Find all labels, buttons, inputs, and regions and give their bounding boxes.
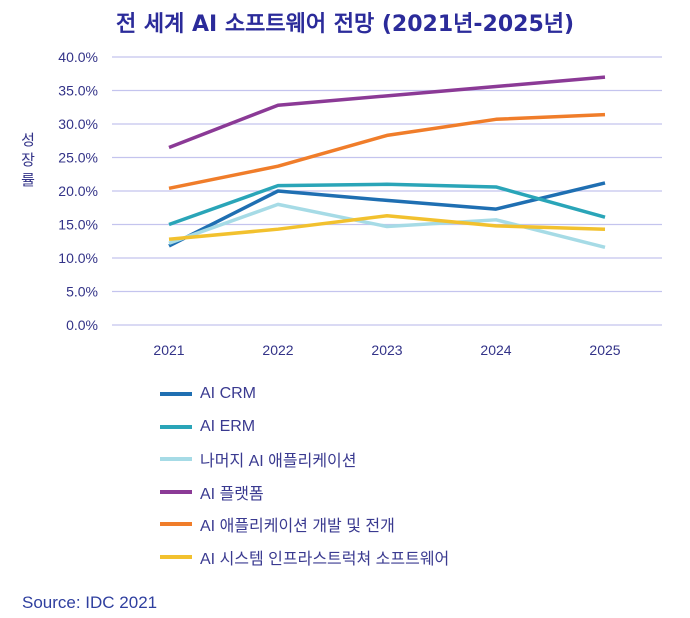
legend-swatch xyxy=(160,457,192,462)
legend-item: 나머지 AI 애플리케이션 xyxy=(160,443,449,476)
series-line-3 xyxy=(168,75,606,150)
legend-label: 나머지 AI 애플리케이션 xyxy=(200,453,357,471)
x-tick-label: 2022 xyxy=(262,342,293,358)
legend-label: AI 플랫폼 xyxy=(200,485,264,503)
legend-label: AI CRM xyxy=(200,385,256,403)
y-tick-label: 20.0% xyxy=(58,183,98,199)
source-note: Source: IDC 2021 xyxy=(22,593,158,612)
series-line-4 xyxy=(168,112,606,191)
legend-swatch xyxy=(160,489,192,494)
x-tick-label: 2025 xyxy=(589,342,620,358)
legend-label: AI 시스템 인프라스트럭쳐 소프트웨어 xyxy=(200,550,450,568)
line-chart: 0.0% 5.0% 10.0% 15.0% 20.0% 25.0% 30.0% 35.0% 40… xyxy=(58,49,662,358)
y-tick-label: 40.0% xyxy=(58,49,98,65)
legend: AI CRM AI ERM 나머지 AI 애플리케이션 AI 플랫폼 AI 애플리케이션… xyxy=(160,378,449,573)
legend-item: AI 애플리케이션 개발 및 전개 xyxy=(160,508,449,541)
legend-item: AI 플랫폼 xyxy=(160,476,449,509)
series-line-1 xyxy=(168,182,606,227)
y-tick-label: 25.0% xyxy=(58,150,98,166)
series-line-0 xyxy=(168,181,606,248)
y-tick-label: 15.0% xyxy=(58,217,98,233)
y-tick-label: 30.0% xyxy=(58,116,98,132)
y-tick-label: 0.0% xyxy=(66,317,98,333)
x-tick-label: 2023 xyxy=(371,342,402,358)
chart-title: 전 세계 AI 소프트웨어 전망 (2021년-2025년) xyxy=(115,12,575,37)
legend-swatch xyxy=(160,554,192,559)
legend-swatch xyxy=(160,522,192,527)
legend-item: AI CRM xyxy=(160,378,449,411)
legend-item: AI 시스템 인프라스트럭쳐 소프트웨어 xyxy=(160,541,449,574)
y-tick-label: 10.0% xyxy=(58,250,98,266)
legend-label: AI 애플리케이션 개발 및 전개 xyxy=(200,518,395,536)
y-axis-label: 성장률 xyxy=(21,131,35,189)
x-tick-label: 2024 xyxy=(480,342,511,358)
series-line-5 xyxy=(168,214,606,241)
legend-swatch xyxy=(160,392,192,397)
y-tick-label: 35.0% xyxy=(58,83,98,99)
legend-swatch xyxy=(160,424,192,429)
x-tick-label: 2021 xyxy=(153,342,184,358)
legend-item: AI ERM xyxy=(160,411,449,444)
legend-label: AI ERM xyxy=(200,417,256,435)
series-line-2 xyxy=(168,202,606,249)
y-tick-label: 5.0% xyxy=(66,284,98,300)
